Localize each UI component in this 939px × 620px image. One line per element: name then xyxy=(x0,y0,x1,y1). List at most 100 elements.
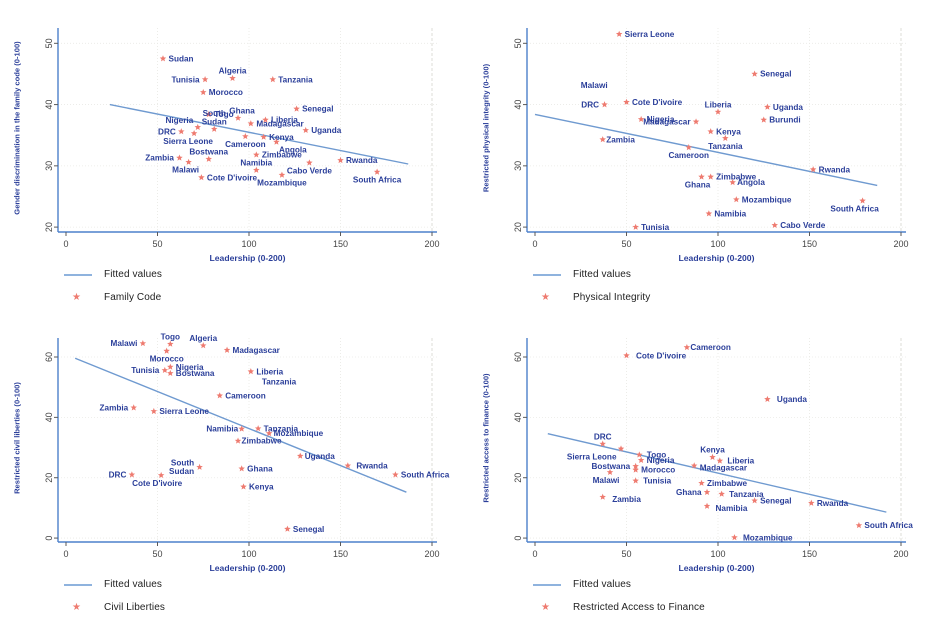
point-label: Cote D'ivoire xyxy=(636,351,687,360)
data-point xyxy=(392,471,399,478)
point-label: Liberia xyxy=(271,116,298,125)
data-point xyxy=(716,457,724,464)
data-point xyxy=(211,125,218,132)
data-point xyxy=(722,134,729,142)
point-label: Malawi xyxy=(172,166,199,175)
fitted-line xyxy=(547,432,887,513)
point-label: Cabo Verde xyxy=(287,166,332,175)
point-label: Tanzania xyxy=(264,424,299,433)
data-point xyxy=(247,120,255,127)
data-point xyxy=(216,392,223,399)
point-label: Tunisia xyxy=(131,366,159,375)
data-point xyxy=(632,466,639,473)
x-tick-label: 150 xyxy=(802,549,817,559)
legend-row-marker: ★ Physical Integrity xyxy=(531,286,650,309)
point-label: Bostwana xyxy=(176,369,215,378)
data-point xyxy=(373,168,381,175)
data-point xyxy=(617,445,625,452)
data-point xyxy=(223,346,231,353)
x-tick-label: 0 xyxy=(63,239,68,249)
legend-row-marker: ★ Family Code xyxy=(62,286,162,309)
y-tick-label: 40 xyxy=(44,412,54,422)
data-point xyxy=(297,452,304,459)
data-point xyxy=(200,88,207,96)
x-tick-label: 0 xyxy=(532,239,537,249)
point-label: Mozambique xyxy=(257,179,307,188)
point-label: Sierra Leone xyxy=(163,137,213,146)
data-point xyxy=(159,55,167,62)
data-point xyxy=(205,155,212,162)
data-point xyxy=(200,342,207,349)
data-point xyxy=(733,196,740,203)
point-label: DRC xyxy=(594,432,612,441)
point-label: Cote D'ivoire xyxy=(207,173,258,182)
panel-physical-integrity: 0 50 100 150 200 20 30 40 50 Sierra Leone Senegal M… xyxy=(469,0,939,310)
data-point xyxy=(707,173,714,180)
legend-row-fitted: Fitted values xyxy=(62,263,162,286)
legend-label: Fitted values xyxy=(104,579,162,590)
legend: Fitted values ★ Physical Integrity xyxy=(531,263,650,309)
y-tick-label: 0 xyxy=(44,536,54,541)
point-label: Nigeria xyxy=(165,116,193,125)
point-label: Cote D'ivoire xyxy=(132,479,183,488)
data-point xyxy=(234,114,242,121)
data-point xyxy=(176,154,183,161)
x-tick-label: 100 xyxy=(241,549,256,559)
y-tick-label: 30 xyxy=(513,161,523,171)
point-label: Zambia xyxy=(612,495,641,504)
y-tick-label: 60 xyxy=(44,352,54,362)
data-point xyxy=(128,471,136,478)
point-label: Tanzania xyxy=(278,75,313,84)
y-axis-title: Restricted access to finance (0-100) xyxy=(481,373,491,503)
legend-row-fitted: Fitted values xyxy=(531,573,705,596)
point-label: Tunisia xyxy=(643,477,671,486)
point-label: Uganda xyxy=(773,103,803,112)
point-label: Togo xyxy=(161,333,180,342)
point-label: DRC xyxy=(158,127,176,136)
point-label: Madagascar xyxy=(700,463,748,472)
x-axis-title: Leadership (0-200) xyxy=(209,563,286,573)
point-label: Namibia xyxy=(240,159,272,168)
point-label: Togo xyxy=(647,451,666,460)
data-point xyxy=(234,437,242,444)
point-label: Senegal xyxy=(760,70,791,79)
panel-access-to-finance: 0 50 100 150 200 0 20 40 60 Cameroon Cote D'ivoire… xyxy=(469,310,939,620)
point-label: Zambia xyxy=(100,404,129,413)
data-point xyxy=(705,210,713,217)
data-point xyxy=(253,166,260,173)
x-tick-label: 50 xyxy=(152,549,162,559)
star-marker-icon: ★ xyxy=(541,601,550,613)
data-point xyxy=(637,456,645,463)
point-label: Zimbabwe xyxy=(242,437,282,446)
data-point xyxy=(185,158,192,165)
point-label: Mozambique xyxy=(274,429,324,438)
data-point xyxy=(254,425,262,432)
star-marker-icon: ★ xyxy=(72,291,81,303)
data-point xyxy=(683,343,691,351)
data-point xyxy=(623,352,630,359)
data-point xyxy=(278,171,286,178)
data-point xyxy=(240,483,247,490)
point-label: Sierra Leone xyxy=(159,407,209,416)
data-point xyxy=(698,479,705,486)
point-label: Cameroon xyxy=(668,151,709,160)
data-point xyxy=(729,178,736,186)
point-label: Mozambique xyxy=(743,533,793,542)
data-point xyxy=(690,462,698,469)
point-label: Uganda xyxy=(305,452,335,461)
data-point xyxy=(302,126,309,134)
data-point xyxy=(599,136,606,143)
x-tick-label: 150 xyxy=(802,239,817,249)
y-tick-label: 60 xyxy=(513,352,523,362)
data-point xyxy=(707,128,714,135)
point-label: Algeria xyxy=(219,67,247,76)
point-label: Uganda xyxy=(311,126,341,135)
point-label: Namibia xyxy=(716,504,748,513)
point-label: South Africa xyxy=(830,204,879,213)
point-label: Morocco xyxy=(641,466,675,475)
data-point xyxy=(130,404,137,411)
point-label: Bostwana xyxy=(591,462,630,471)
y-tick-label: 40 xyxy=(513,100,523,110)
